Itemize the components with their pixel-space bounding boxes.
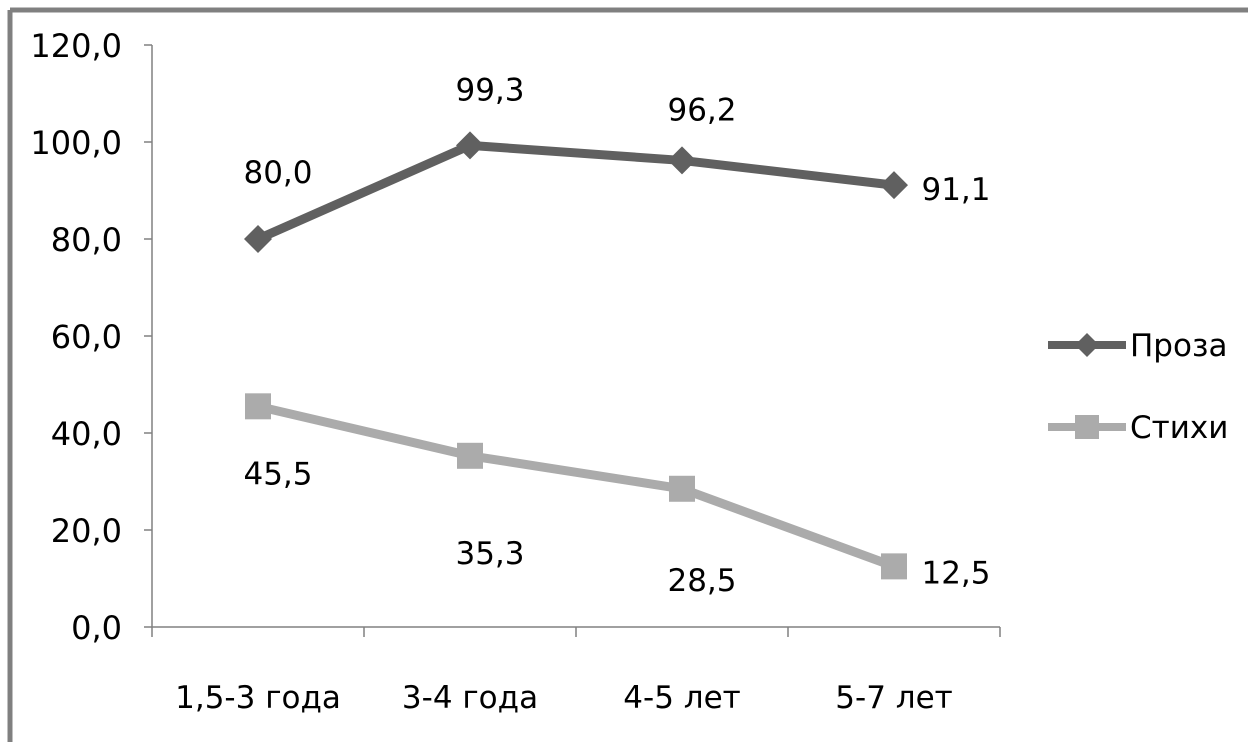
data-label: 12,5 bbox=[921, 555, 990, 591]
legend-label: Проза bbox=[1130, 328, 1227, 364]
x-axis-ticks: 1,5-3 года 3-4 года 4-5 лет 5-7 лет bbox=[151, 627, 1001, 716]
legend-marker-diamond bbox=[1075, 333, 1099, 357]
data-point-diamond bbox=[880, 171, 908, 200]
data-point-square bbox=[669, 475, 695, 502]
data-label: 99,3 bbox=[455, 72, 524, 108]
data-point-diamond bbox=[668, 146, 696, 175]
legend-label: Стихи bbox=[1130, 410, 1228, 446]
legend-item: Проза bbox=[1048, 328, 1227, 364]
legend: Проза Стихи bbox=[1048, 328, 1228, 446]
y-tick-label: 100,0 bbox=[30, 124, 122, 162]
series-line bbox=[256, 401, 896, 571]
series-line bbox=[256, 140, 895, 244]
legend-marker-square bbox=[1075, 415, 1099, 439]
series-layer: 80,0 99,3 96,2 91,1 45,5 35,3 28,5 12,5 bbox=[243, 72, 990, 598]
legend-item: Стихи bbox=[1048, 410, 1228, 446]
y-tick-label: 40,0 bbox=[51, 415, 122, 453]
data-label: 45,5 bbox=[243, 456, 312, 492]
data-label: 91,1 bbox=[921, 172, 990, 208]
data-point-square bbox=[245, 393, 271, 420]
y-axis-ticks: 0,0 20,0 40,0 60,0 80,0 100,0 120,0 bbox=[30, 27, 152, 647]
x-tick-label: 5-7 лет bbox=[835, 680, 952, 716]
series-proza: 80,0 99,3 96,2 91,1 bbox=[243, 72, 991, 253]
data-point-square bbox=[881, 553, 907, 580]
x-tick-label: 3-4 года bbox=[402, 680, 538, 716]
y-tick-label: 0,0 bbox=[71, 609, 122, 647]
data-label: 28,5 bbox=[667, 563, 736, 599]
data-label: 35,3 bbox=[455, 536, 524, 572]
series-stikhi: 45,5 35,3 28,5 12,5 bbox=[243, 393, 991, 599]
y-tick-label: 80,0 bbox=[51, 221, 122, 259]
y-tick-label: 60,0 bbox=[51, 318, 122, 356]
data-point-diamond bbox=[244, 225, 272, 253]
data-label: 96,2 bbox=[667, 92, 736, 128]
y-tick-label: 120,0 bbox=[30, 27, 122, 65]
y-tick-label: 20,0 bbox=[51, 512, 122, 550]
x-tick-label: 4-5 лет bbox=[623, 680, 740, 716]
data-label: 80,0 bbox=[243, 155, 312, 191]
x-tick-label: 1,5-3 года bbox=[175, 680, 341, 716]
data-point-diamond bbox=[456, 131, 484, 160]
data-point-square bbox=[457, 442, 483, 469]
